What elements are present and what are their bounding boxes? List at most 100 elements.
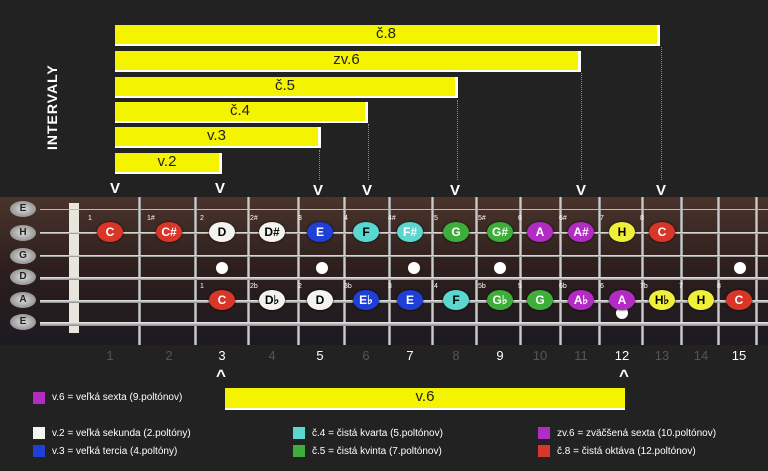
interval-bar-c8: č.8 [115, 25, 660, 46]
string-peg: E [10, 314, 36, 330]
note-h: H [609, 222, 635, 242]
fret-inlay-dot [494, 262, 506, 274]
string-peg: E [10, 201, 36, 217]
fret [519, 197, 522, 345]
note-g: G [527, 290, 553, 310]
note-c: C [726, 290, 752, 310]
note-degree: 4 [344, 215, 348, 222]
legend-c8: č.8 = čistá oktáva (12.poltónov) [557, 446, 696, 457]
v-marker: V [450, 182, 461, 199]
fret [641, 197, 644, 345]
string-d [40, 277, 768, 280]
interval-label: v.3 [207, 127, 226, 144]
fret [559, 197, 562, 345]
note-degree: 8 [640, 215, 644, 222]
legend-v2: v.2 = veľká sekunda (2.poltóny) [52, 428, 191, 439]
guide-line [368, 124, 369, 180]
legend-c4: č.4 = čistá kvarta (5.poltónov) [312, 428, 443, 439]
fret-inlay-dot [616, 307, 628, 319]
note-e: E [307, 222, 333, 242]
note-d-sharp: D# [259, 222, 285, 242]
note-degree: 4 [434, 283, 438, 290]
caret-marker: ^ [216, 366, 226, 385]
note-d-flat: D♭ [259, 290, 285, 310]
fret-inlay-dot [734, 262, 746, 274]
fret [138, 197, 141, 345]
note-degree: 3 [388, 283, 392, 290]
note-g-sharp: G# [487, 222, 513, 242]
fret-number: 15 [731, 348, 747, 363]
fret [680, 197, 683, 345]
fret-number: 13 [654, 348, 670, 363]
interval-label: v.6 [415, 388, 435, 405]
interval-bar-v2: v.2 [115, 153, 222, 174]
note-g-flat: G♭ [487, 290, 513, 310]
legend-v3: v.3 = veľká tercia (4.poltóny) [52, 446, 178, 457]
note-degree: 6 [600, 283, 604, 290]
legend-swatch-blue [33, 445, 45, 457]
legend-swatch-green [293, 445, 305, 457]
fret-inlay-dot [408, 262, 420, 274]
note-c: C [649, 222, 675, 242]
fret-inlay-dot [316, 262, 328, 274]
note-h-flat: H♭ [649, 290, 675, 310]
string-peg: D [10, 269, 36, 285]
string-peg: A [10, 292, 36, 308]
legend-zv6: zv.6 = zväčšená sexta (10.poltónov) [557, 428, 717, 439]
note-c: C [209, 290, 235, 310]
fret [247, 197, 250, 345]
fret-number: 6 [362, 348, 370, 363]
interval-bar-zv6: zv.6 [115, 51, 581, 72]
fret-number: 12 [614, 348, 630, 363]
note-d: D [209, 222, 235, 242]
fret [598, 197, 601, 345]
legend-swatch-purple [33, 392, 45, 404]
note-degree: 1# [147, 215, 155, 222]
note-degree: 5 [518, 283, 522, 290]
note-degree: 2 [298, 283, 302, 290]
note-a-flat: A♭ [568, 290, 594, 310]
note-degree: 6# [559, 215, 567, 222]
legend-c5: č.5 = čistá kvinta (7.poltónov) [312, 446, 442, 457]
note-degree: 1 [200, 283, 204, 290]
interval-label: v.2 [157, 153, 177, 170]
note-degree: 2b [250, 283, 258, 290]
interval-label: č.5 [274, 77, 295, 94]
v-marker: V [362, 182, 373, 199]
note-a: A [609, 290, 635, 310]
note-degree: 3b [344, 283, 352, 290]
intervals-title: INTERVALY [44, 64, 60, 150]
interval-bar-v6: v.6 [225, 388, 625, 410]
fret [343, 197, 346, 345]
note-f: F [353, 222, 379, 242]
fret [475, 197, 478, 345]
note-degree: 8 [717, 283, 721, 290]
string-g [40, 255, 768, 257]
guide-line [581, 73, 582, 180]
v-marker: V [656, 182, 667, 199]
fret-number: 3 [218, 348, 226, 363]
legend-v6: v.6 = veľká sexta (9.poltónov) [52, 392, 183, 403]
note-degree: 2# [250, 215, 258, 222]
note-degree: 5b [478, 283, 486, 290]
fret [431, 197, 434, 345]
note-a-sharp: A# [568, 222, 594, 242]
interval-bar-c4: č.4 [115, 102, 368, 123]
note-degree: 7b [640, 283, 648, 290]
note-h: H [688, 290, 714, 310]
note-degree: 3 [298, 215, 302, 222]
note-f-sharp: F# [397, 222, 423, 242]
fret-number: 7 [406, 348, 414, 363]
note-a: A [527, 222, 553, 242]
note-degree: 6 [518, 215, 522, 222]
caret-marker: ^ [619, 366, 629, 385]
note-d: D [307, 290, 333, 310]
fret [755, 197, 758, 345]
fret [717, 197, 720, 345]
note-degree: 6b [559, 283, 567, 290]
fret-number: 5 [316, 348, 324, 363]
guitar-nut [69, 203, 79, 333]
note-degree: 2 [200, 215, 204, 222]
string-peg: G [10, 248, 36, 264]
fret [388, 197, 391, 345]
